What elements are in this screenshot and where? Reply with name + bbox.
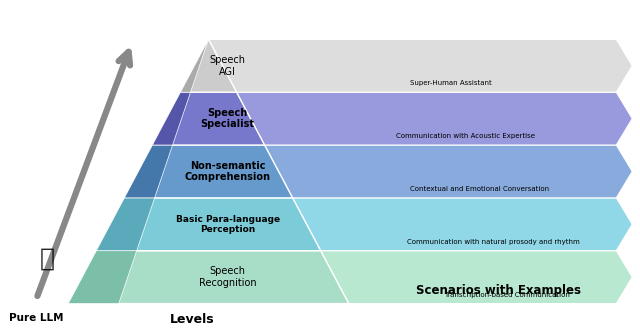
Text: Scenarios with Examples: Scenarios with Examples bbox=[416, 284, 581, 297]
Polygon shape bbox=[321, 251, 632, 304]
Text: Speech
Specialist: Speech Specialist bbox=[200, 108, 255, 130]
Text: Speech
Recognition: Speech Recognition bbox=[199, 266, 257, 288]
Text: 🧗: 🧗 bbox=[40, 247, 55, 271]
Polygon shape bbox=[97, 198, 321, 251]
Polygon shape bbox=[124, 145, 173, 198]
Polygon shape bbox=[124, 145, 292, 198]
Polygon shape bbox=[152, 92, 191, 145]
Polygon shape bbox=[237, 92, 632, 145]
Polygon shape bbox=[97, 198, 155, 251]
Text: Transcription-based Communication: Transcription-based Communication bbox=[444, 292, 570, 298]
Text: Non-semantic
Comprehension: Non-semantic Comprehension bbox=[184, 161, 271, 182]
Polygon shape bbox=[180, 39, 237, 92]
Polygon shape bbox=[68, 251, 137, 304]
Text: Basic Para-language
Perception: Basic Para-language Perception bbox=[175, 214, 280, 234]
Polygon shape bbox=[152, 92, 264, 145]
Polygon shape bbox=[264, 145, 632, 198]
Text: Communication with Acoustic Expertise: Communication with Acoustic Expertise bbox=[396, 133, 535, 139]
Text: Levels: Levels bbox=[170, 313, 215, 326]
Text: Contextual and Emotional Conversation: Contextual and Emotional Conversation bbox=[410, 186, 549, 192]
Text: Pure LLM: Pure LLM bbox=[9, 313, 63, 323]
Polygon shape bbox=[292, 198, 632, 251]
Text: Speech
AGI: Speech AGI bbox=[210, 55, 246, 77]
Text: Super-Human Assistant: Super-Human Assistant bbox=[410, 80, 492, 86]
Polygon shape bbox=[180, 39, 209, 92]
Polygon shape bbox=[209, 39, 632, 92]
Text: Communication with natural prosody and rhythm: Communication with natural prosody and r… bbox=[407, 239, 580, 245]
Polygon shape bbox=[68, 251, 349, 304]
